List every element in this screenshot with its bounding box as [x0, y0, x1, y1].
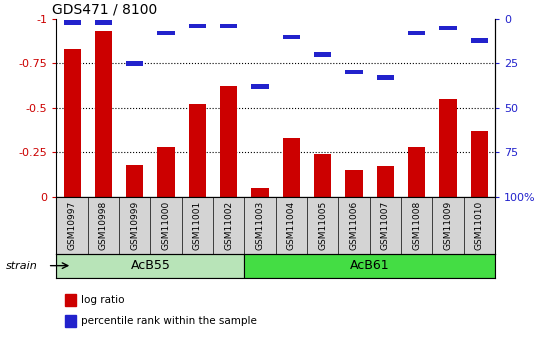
Text: GSM11005: GSM11005 — [318, 201, 327, 250]
Bar — [283, 34, 300, 39]
Bar — [158, 31, 175, 36]
Text: GSM11003: GSM11003 — [256, 201, 265, 250]
Bar — [377, 76, 394, 80]
Bar — [95, 31, 112, 197]
FancyBboxPatch shape — [56, 254, 244, 278]
Bar — [314, 154, 331, 197]
Text: AcB55: AcB55 — [131, 259, 171, 272]
Bar — [220, 87, 237, 197]
Bar — [126, 61, 144, 66]
Bar — [440, 26, 457, 30]
Bar — [63, 20, 81, 25]
Text: GSM11007: GSM11007 — [381, 201, 390, 250]
Text: GSM11002: GSM11002 — [224, 201, 233, 250]
Bar — [63, 49, 81, 197]
Text: GSM11006: GSM11006 — [350, 201, 358, 250]
Bar — [471, 38, 488, 42]
Bar — [408, 147, 425, 197]
Bar — [189, 104, 206, 197]
Bar — [220, 24, 237, 28]
Bar — [126, 165, 144, 197]
Bar — [345, 70, 363, 75]
Bar — [440, 99, 457, 197]
FancyBboxPatch shape — [244, 254, 495, 278]
Bar — [189, 24, 206, 28]
Text: GSM10997: GSM10997 — [68, 201, 76, 250]
Bar — [251, 188, 268, 197]
Bar — [377, 166, 394, 197]
Bar — [345, 170, 363, 197]
Text: percentile rank within the sample: percentile rank within the sample — [81, 316, 257, 326]
Bar — [283, 138, 300, 197]
Bar — [65, 315, 76, 327]
Bar — [95, 20, 112, 25]
Text: log ratio: log ratio — [81, 295, 124, 305]
Text: GSM10998: GSM10998 — [99, 201, 108, 250]
Bar — [158, 147, 175, 197]
Text: GSM10999: GSM10999 — [130, 201, 139, 250]
Text: GSM11001: GSM11001 — [193, 201, 202, 250]
Bar — [65, 294, 76, 306]
Text: GSM11000: GSM11000 — [161, 201, 171, 250]
Bar — [408, 31, 425, 36]
Text: AcB61: AcB61 — [350, 259, 390, 272]
Text: GSM11010: GSM11010 — [475, 201, 484, 250]
Text: strain: strain — [5, 262, 37, 271]
Bar — [314, 52, 331, 57]
Text: GDS471 / 8100: GDS471 / 8100 — [52, 2, 157, 17]
Bar — [471, 131, 488, 197]
Text: GSM11009: GSM11009 — [443, 201, 452, 250]
Text: GSM11008: GSM11008 — [412, 201, 421, 250]
Text: GSM11004: GSM11004 — [287, 201, 296, 250]
Bar — [251, 84, 268, 89]
